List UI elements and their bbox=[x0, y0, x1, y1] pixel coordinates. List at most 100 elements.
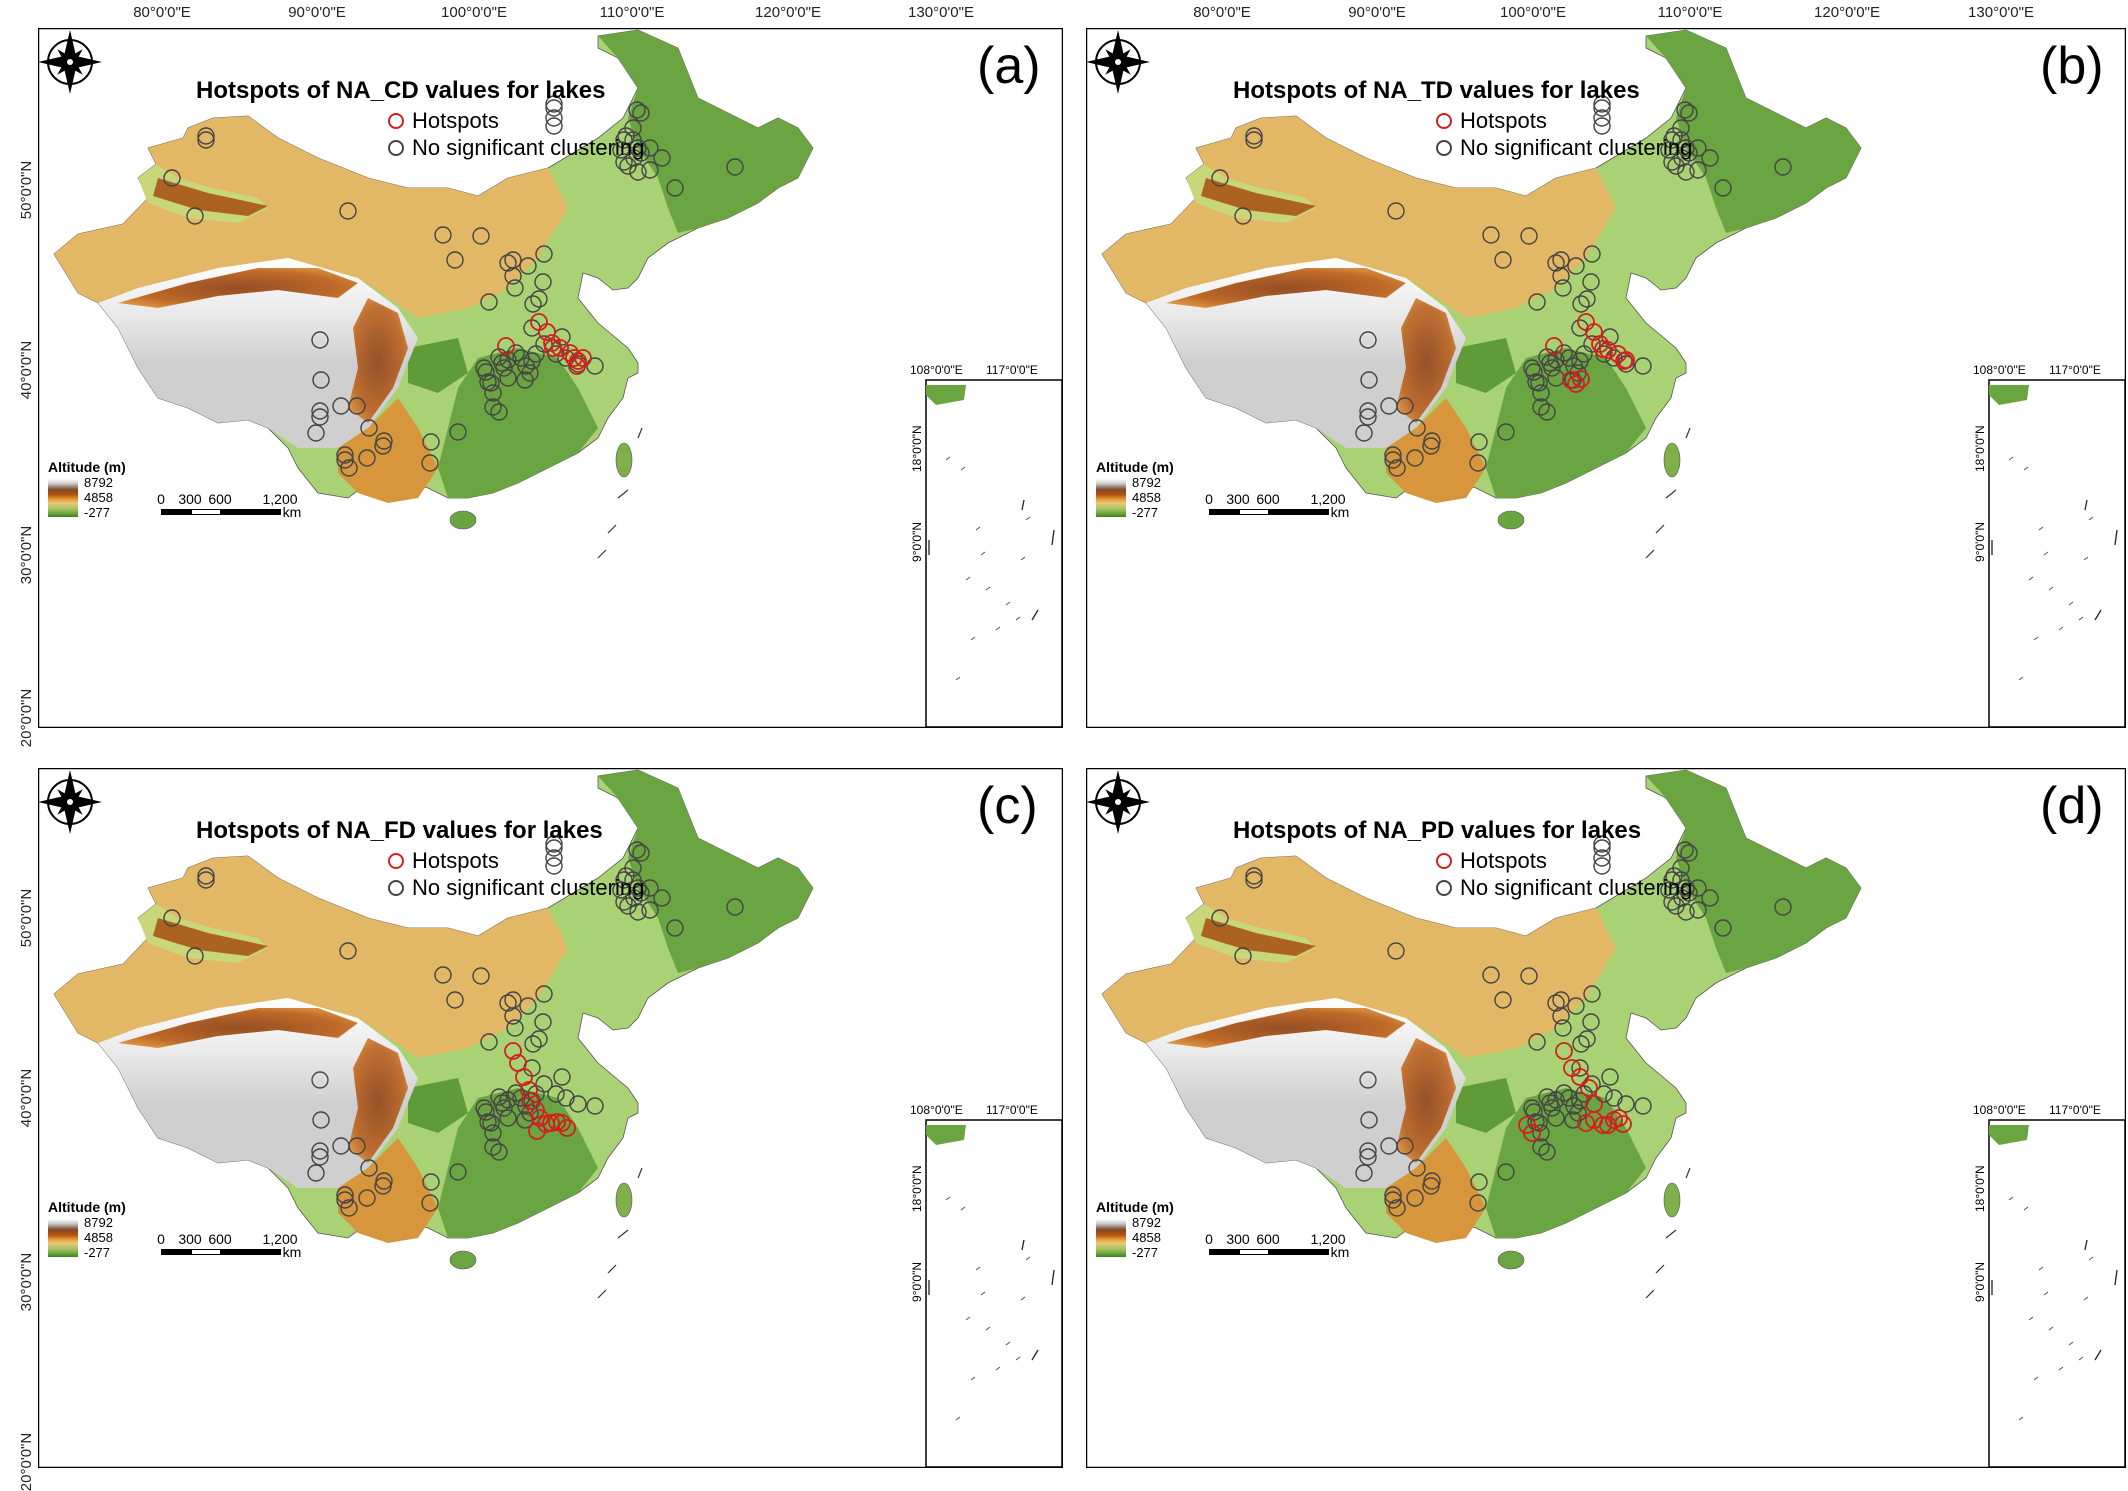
lake-marker-nonsignificant bbox=[307, 1164, 325, 1182]
lake-marker-nonsignificant bbox=[482, 374, 500, 392]
lake-marker-nonsignificant bbox=[495, 1099, 513, 1117]
kunlun-range bbox=[118, 268, 358, 308]
lon-label: 90°0'0"E bbox=[1348, 4, 1406, 21]
scale-bar-seg bbox=[221, 1249, 281, 1255]
lake-marker-nonsignificant bbox=[312, 1111, 330, 1129]
lake-marker-nonsignificant bbox=[1680, 844, 1698, 862]
boundary-dash bbox=[617, 1229, 629, 1239]
lake-marker-nonsignificant bbox=[641, 901, 659, 919]
lake-marker-nonsignificant bbox=[1595, 1085, 1613, 1103]
northeast-uplands bbox=[1646, 30, 1861, 233]
lake-marker-nonsignificant bbox=[545, 117, 563, 135]
inset-island bbox=[980, 551, 986, 556]
lake-marker-nonsignificant bbox=[1567, 257, 1585, 275]
lake-marker-nonsignificant bbox=[1245, 127, 1263, 145]
scale-bar-seg bbox=[1239, 1249, 1269, 1255]
lon-label: 90°0'0"E bbox=[288, 4, 346, 21]
lake-marker-nonsignificant bbox=[449, 423, 467, 441]
scale-tick: 0 bbox=[157, 1231, 165, 1247]
lake-marker-nonsignificant bbox=[480, 1033, 498, 1051]
inset-lat-label: 18°0'0"N bbox=[1973, 1165, 1987, 1212]
altitude-color-ramp bbox=[1096, 1219, 1126, 1257]
lake-marker-nonsignificant bbox=[482, 1114, 500, 1132]
inset-boundary-dash bbox=[2114, 529, 2118, 546]
lake-marker-nonsignificant bbox=[1571, 352, 1589, 370]
panel-title: Hotspots of NA_PD values for lakes bbox=[1233, 817, 1642, 844]
lake-marker-nonsignificant bbox=[641, 879, 659, 897]
lake-marker-nonsignificant bbox=[666, 919, 684, 937]
inset-island bbox=[2078, 1356, 2084, 1361]
lake-marker-nonsignificant bbox=[312, 371, 330, 389]
legend-hotspots: Hotspots bbox=[1460, 847, 1547, 873]
altitude-mid: 4858 bbox=[84, 490, 113, 505]
inset-boundary-dash bbox=[2114, 1269, 2118, 1286]
lake-marker-nonsignificant bbox=[534, 273, 552, 291]
inset-island bbox=[960, 466, 966, 471]
inset-lat-label: 18°0'0"N bbox=[910, 1165, 924, 1212]
lake-marker-hotspot bbox=[551, 339, 569, 357]
panel-label: (c) bbox=[977, 777, 1038, 835]
lake-marker-nonsignificant bbox=[586, 357, 604, 375]
scale-unit: km bbox=[282, 1244, 302, 1260]
lake-marker-nonsignificant bbox=[1482, 966, 1500, 984]
boundary-dash bbox=[607, 524, 617, 534]
lake-marker-nonsignificant bbox=[632, 844, 650, 862]
legend: Hotspots No significant clustering bbox=[388, 107, 644, 161]
lake-marker-nonsignificant bbox=[653, 149, 671, 167]
lake-marker-nonsignificant bbox=[311, 402, 329, 420]
lake-marker-nonsignificant bbox=[490, 1143, 508, 1161]
lake-marker-nonsignificant bbox=[1582, 273, 1600, 291]
lake-marker-nonsignificant bbox=[726, 158, 744, 176]
northern-plateau bbox=[1102, 856, 1616, 1058]
lake-markers bbox=[1211, 835, 1792, 1217]
lon-label: 110°0'0"E bbox=[599, 4, 665, 21]
non-significant-symbol bbox=[388, 879, 404, 896]
lake-marker-nonsignificant bbox=[1672, 871, 1690, 889]
inset-island bbox=[2038, 1266, 2044, 1271]
inset-island bbox=[965, 1316, 971, 1321]
legend-hotspots: Hotspots bbox=[1460, 107, 1547, 133]
lake-marker-nonsignificant bbox=[336, 1186, 354, 1204]
lake-markers bbox=[163, 95, 744, 477]
taiwan-island bbox=[1663, 442, 1681, 478]
lake-marker-nonsignificant bbox=[311, 1071, 329, 1089]
lake-marker-nonsignificant bbox=[524, 1035, 542, 1053]
inset-island bbox=[1020, 556, 1026, 561]
lake-marker-nonsignificant bbox=[506, 279, 524, 297]
inset-island bbox=[980, 1291, 986, 1296]
hengduan-range bbox=[348, 1038, 408, 1163]
inset-island bbox=[2033, 636, 2039, 641]
lake-marker-nonsignificant bbox=[1360, 1111, 1378, 1129]
scale-unit: km bbox=[282, 504, 302, 520]
lake-marker-nonsignificant bbox=[360, 419, 378, 437]
tibetan-plateau bbox=[1146, 998, 1466, 1188]
lake-marker-nonsignificant bbox=[360, 1159, 378, 1177]
inset-island bbox=[2058, 626, 2064, 631]
scale-bar-seg bbox=[161, 509, 191, 515]
inset-lon-label: 108°0'0"E bbox=[910, 1103, 963, 1117]
lake-marker-nonsignificant bbox=[1211, 909, 1229, 927]
lake-marker-nonsignificant bbox=[535, 1075, 553, 1093]
lake-marker-nonsignificant bbox=[1497, 423, 1515, 441]
inset-lat-label: 9°0'0"N bbox=[910, 521, 924, 562]
lake-marker-nonsignificant bbox=[506, 1019, 524, 1037]
inset-lat-label: 9°0'0"N bbox=[1973, 1261, 1987, 1302]
north-arrow-icon bbox=[1086, 770, 1150, 834]
altitude-mid: 4858 bbox=[1132, 1230, 1161, 1245]
lake-marker-nonsignificant bbox=[629, 903, 647, 921]
lake-marker-nonsignificant bbox=[1555, 1084, 1573, 1102]
lake-marker-nonsignificant bbox=[1634, 357, 1652, 375]
lake-marker-nonsignificant bbox=[1634, 1097, 1652, 1115]
lake-marker-nonsignificant bbox=[1667, 157, 1685, 175]
inset-island bbox=[2068, 1341, 2074, 1346]
inset-lon-label: 108°0'0"E bbox=[1973, 363, 2026, 377]
lake-marker-nonsignificant bbox=[1567, 997, 1585, 1015]
inset-landmass bbox=[1989, 385, 2029, 405]
inset-landmass bbox=[926, 385, 966, 405]
lat-label: 30°0'0"N bbox=[18, 525, 35, 585]
taiwan-island bbox=[1663, 1182, 1681, 1218]
lake-marker-nonsignificant bbox=[1593, 109, 1611, 127]
lake-marker-hotspot bbox=[538, 323, 556, 341]
terrain-map bbox=[1086, 28, 2126, 728]
yunnan-plateau bbox=[338, 1138, 438, 1243]
